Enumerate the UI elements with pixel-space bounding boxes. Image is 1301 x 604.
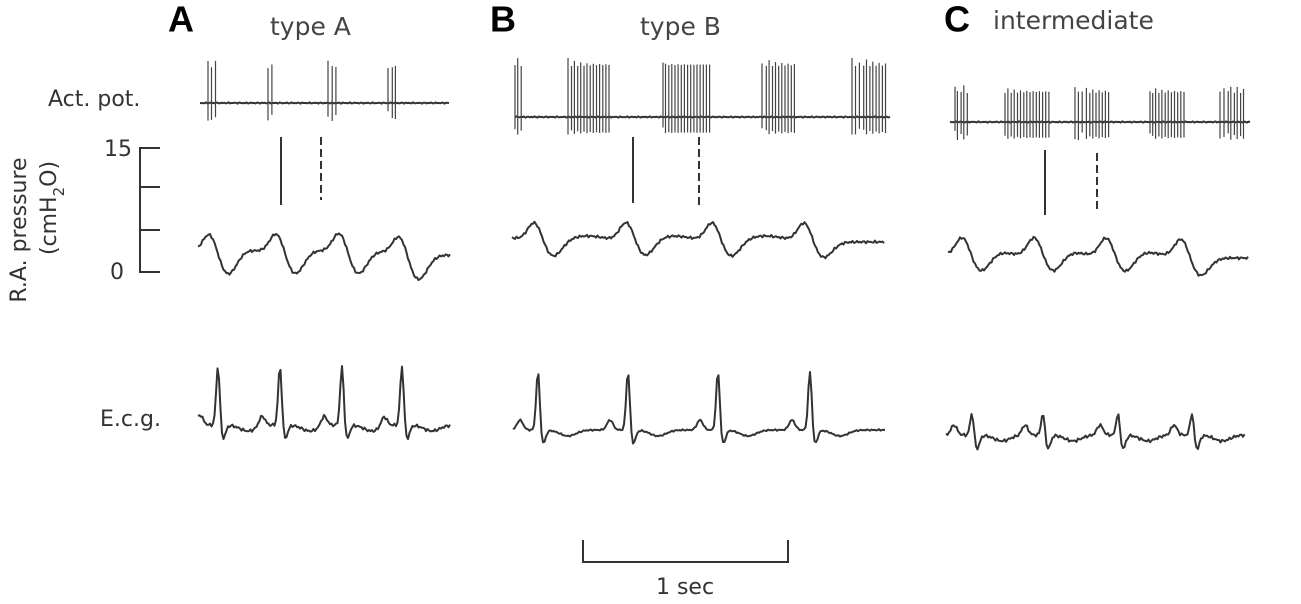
axis-tick-label: 15 — [104, 137, 132, 162]
action-potential-baseline — [199, 101, 450, 105]
panel-letter: C — [944, 0, 970, 40]
axis-unit: (cmH2O) — [37, 161, 68, 255]
pressure-trace — [511, 220, 885, 260]
unit-subscript: 2 — [50, 187, 68, 197]
panel-title: type B — [640, 12, 721, 41]
panel-letter: A — [168, 0, 194, 40]
axis-unit-text: (cmH2O) — [37, 161, 68, 255]
axis-label: R.A. pressure — [7, 157, 32, 302]
pressure-axis — [139, 147, 160, 273]
action-potential-spikes — [514, 58, 887, 135]
action-potential-spikes — [207, 60, 396, 121]
ecg-trace — [512, 371, 885, 445]
action-potential-spikes — [954, 85, 1245, 140]
row-label: Act. pot. — [48, 87, 140, 112]
unit-part: O) — [37, 161, 62, 187]
panel-title: intermediate — [993, 6, 1154, 35]
ecg-trace — [945, 413, 1246, 451]
scale-bar-label: 1 sec — [656, 575, 714, 600]
row-label: E.c.g. — [100, 407, 161, 432]
scale-bar — [582, 540, 789, 563]
ecg-trace — [197, 365, 451, 441]
pressure-trace — [197, 232, 451, 282]
axis-label-text: R.A. pressure — [7, 157, 32, 302]
panel-letter: B — [490, 0, 516, 40]
marker-dashed — [320, 137, 1098, 212]
pressure-trace — [947, 235, 1249, 277]
action-potential-baseline — [949, 120, 1251, 124]
panel-title: type A — [270, 12, 351, 41]
marker-solid — [280, 137, 1046, 215]
unit-part: (cmH — [37, 196, 62, 255]
axis-tick-label: 0 — [110, 260, 124, 285]
